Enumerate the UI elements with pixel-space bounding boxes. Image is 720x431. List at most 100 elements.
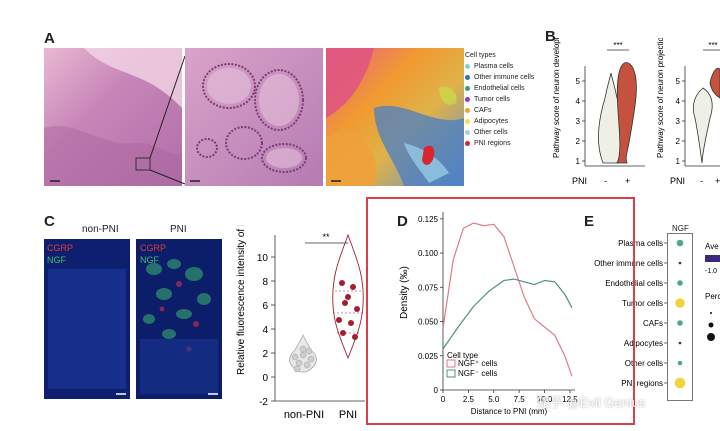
d-legend-label-0: NGF⁺ cells bbox=[458, 359, 497, 368]
violin-minus-2 bbox=[692, 87, 713, 164]
panel-c-violin-chart: Relative fluorescence intensity of NGF -… bbox=[236, 225, 365, 421]
e-category-label: Plasma cells bbox=[618, 239, 663, 248]
b-tick-plus-1: + bbox=[625, 176, 630, 186]
panel-a-histology bbox=[44, 48, 464, 186]
e-category-label: PNI regions bbox=[621, 379, 663, 388]
c-ylabel: Relative fluorescence intensity of NGF bbox=[236, 225, 247, 375]
e-category-label: Adipocytes bbox=[624, 339, 663, 348]
b-ytick-label: 5 bbox=[576, 77, 581, 86]
e-dot bbox=[676, 239, 684, 247]
legend-label: Tumor cells bbox=[474, 96, 510, 103]
e-category-label: Other immune cells bbox=[594, 259, 663, 268]
d-legend-title: Cell type bbox=[447, 351, 479, 360]
e-legend-size-dot bbox=[708, 322, 714, 328]
e-dot bbox=[677, 360, 683, 366]
legend-label: Other cells bbox=[474, 129, 508, 136]
e-ngf-column bbox=[667, 233, 693, 401]
legend-item: Tumor cells bbox=[465, 94, 534, 105]
d-xtick-label: 12.5 bbox=[562, 395, 578, 404]
d-legend-label-1: NGF⁻ cells bbox=[458, 369, 497, 378]
c-xcat-pni: PNI bbox=[339, 409, 357, 421]
panel-letter-e: E bbox=[584, 213, 595, 230]
panel-letter-c: C bbox=[44, 213, 55, 230]
c-sig: ** bbox=[322, 232, 330, 242]
cell-type-legend: Cell types Plasma cells Other immune cell… bbox=[465, 52, 534, 149]
c-ytick-label: 10 bbox=[257, 253, 269, 264]
b-ylabel-1: Pathway score of neuron development bbox=[552, 38, 561, 158]
c-ytick-label: 6 bbox=[262, 301, 268, 312]
legend-item: CAFs bbox=[465, 105, 534, 116]
violin-plus-2 bbox=[709, 67, 720, 99]
d-ytick-label: 0.075 bbox=[418, 283, 439, 292]
b-ytick-label: 1 bbox=[576, 157, 581, 166]
b-ytick-label: 3 bbox=[576, 117, 581, 126]
legend-item: Adipocytes bbox=[465, 116, 534, 127]
c-title-pni: PNI bbox=[170, 224, 187, 235]
legend-swatch bbox=[465, 75, 470, 80]
b-tick-plus-2: + bbox=[715, 176, 720, 186]
d-legend-swatch-0 bbox=[446, 359, 456, 368]
legend-label: Adipocytes bbox=[474, 118, 509, 125]
b-ylabel-2: Pathway score of neuron projection bbox=[656, 38, 665, 158]
panel-letter-d: D bbox=[397, 213, 408, 230]
c-ytick-label: 4 bbox=[262, 325, 268, 336]
legend-item: Other immune cells bbox=[465, 72, 534, 83]
e-dot bbox=[678, 261, 682, 265]
c-label-ngf-1: NGF bbox=[47, 255, 67, 265]
e-dot bbox=[678, 341, 682, 345]
b-ytick-label: 2 bbox=[676, 137, 681, 146]
violin-plus-1 bbox=[616, 62, 637, 164]
panel-b-violins: Pathway score of neuron development 1 2 3 4… bbox=[552, 38, 720, 186]
e-legend-colorbar bbox=[705, 255, 720, 262]
e-legend-avg: Ave bbox=[705, 242, 719, 251]
legend-label: Plasma cells bbox=[474, 63, 514, 70]
e-title: NGF bbox=[672, 224, 689, 233]
b-tick-minus-1: - bbox=[604, 176, 607, 186]
c-ytick-label: 2 bbox=[262, 349, 268, 360]
legend-label: CAFs bbox=[474, 107, 492, 114]
legend-label: Other immune cells bbox=[474, 74, 535, 81]
legend-swatch bbox=[465, 119, 470, 124]
d-xtick-label: 7.5 bbox=[514, 395, 526, 404]
b-xlabel-2: PNI bbox=[670, 176, 685, 186]
e-dot bbox=[674, 377, 686, 389]
watermark: 知乎 @Evil Genius bbox=[537, 395, 646, 410]
e-legend-size-dot bbox=[707, 333, 715, 341]
legend-swatch bbox=[465, 130, 470, 135]
b-sig-1: *** bbox=[613, 41, 622, 50]
d-series-line-0 bbox=[442, 222, 573, 377]
e-legend-size-dot bbox=[710, 312, 712, 314]
d-ytick-label: 0.125 bbox=[418, 215, 439, 224]
legend-item: Endothelial cells bbox=[465, 83, 534, 94]
d-ytick-label: 0 bbox=[434, 386, 439, 395]
c-label-ngf-2: NGF bbox=[140, 255, 160, 265]
d-xlabel: Distance to PNI (mm) bbox=[471, 407, 548, 416]
e-dot bbox=[677, 320, 683, 326]
e-category-label: Other cells bbox=[625, 359, 663, 368]
d-xtick-label: 10.0 bbox=[537, 395, 553, 404]
e-category-label: Tumor cells bbox=[622, 299, 663, 308]
d-ytick-label: 0.050 bbox=[418, 318, 439, 327]
legend-swatch bbox=[465, 97, 470, 102]
panel-letter-b: B bbox=[545, 28, 556, 45]
e-legend-pct: Perc bbox=[705, 292, 720, 301]
zoom-box bbox=[135, 157, 151, 171]
e-legend-avg-tick: -1.0 bbox=[705, 268, 717, 275]
panel-letter-a: A bbox=[44, 30, 55, 47]
legend-swatch bbox=[465, 108, 470, 113]
b-tick-minus-2: - bbox=[700, 176, 703, 186]
d-legend-swatch-1 bbox=[446, 369, 456, 378]
c-xcat-nonpni: non-PNI bbox=[284, 409, 324, 421]
b-ytick-label: 3 bbox=[676, 117, 681, 126]
b-ytick-label: 1 bbox=[676, 157, 681, 166]
b-ytick-label: 2 bbox=[576, 137, 581, 146]
b-ytick-label: 5 bbox=[676, 77, 681, 86]
e-dot bbox=[677, 280, 683, 286]
d-ytick-label: 0.100 bbox=[418, 249, 439, 258]
legend-item: Other cells bbox=[465, 127, 534, 138]
highlight-box bbox=[366, 197, 635, 425]
legend-label: Endothelial cells bbox=[474, 85, 525, 92]
e-category-label: CAFs bbox=[643, 319, 663, 328]
c-ytick-label: 8 bbox=[262, 277, 268, 288]
